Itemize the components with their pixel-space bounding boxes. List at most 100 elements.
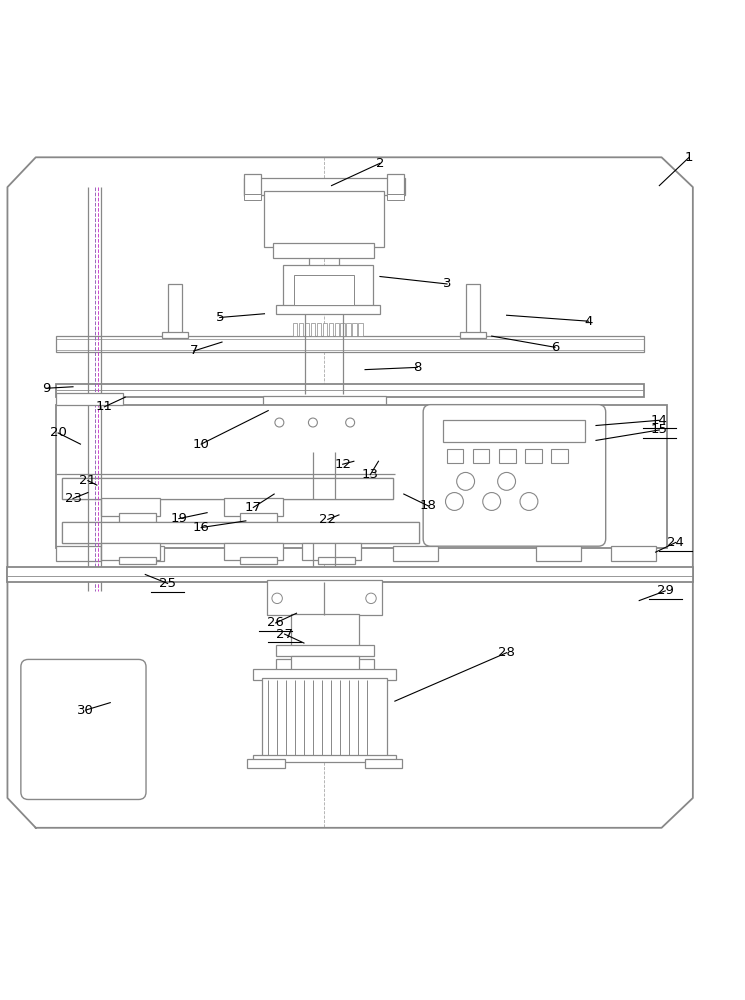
Bar [525,449,542,463]
Bar [224,498,283,516]
Bar [62,522,419,543]
Bar [162,384,188,390]
Text: 26: 26 [267,616,284,629]
Circle shape [520,493,538,510]
Circle shape [446,493,463,510]
Bar [276,645,374,656]
Text: 21: 21 [80,474,96,487]
Text: 20: 20 [50,426,66,439]
Bar [7,567,693,582]
Bar [267,580,382,615]
Text: 18: 18 [420,499,437,512]
Bar [162,332,188,338]
Bar [253,755,396,762]
Bar [293,323,297,336]
Bar [291,614,359,648]
Bar [352,323,357,336]
Bar [119,546,164,561]
Bar [380,453,401,459]
Bar [56,336,644,352]
Text: 8: 8 [413,361,422,374]
Text: 24: 24 [668,536,684,549]
Text: 6: 6 [551,341,559,354]
Bar [387,194,404,200]
Bar [302,543,361,560]
Bar [268,424,380,434]
Text: 28: 28 [498,646,515,659]
Bar [244,178,405,195]
Bar [247,759,285,768]
Bar [305,323,309,336]
Bar [331,453,334,459]
Bar [551,449,568,463]
Circle shape [275,418,284,427]
Bar [283,265,372,310]
Bar [326,453,329,459]
Text: 29: 29 [657,584,673,597]
Text: 19: 19 [171,512,187,525]
Text: 5: 5 [215,311,224,324]
Bar [276,659,374,671]
Bar [119,513,156,528]
Bar [62,478,393,499]
Bar [273,243,374,258]
Bar [466,284,480,336]
Bar [240,513,277,528]
Text: 2: 2 [375,157,384,170]
Text: 13: 13 [362,468,378,481]
Bar [349,453,352,459]
Circle shape [272,593,282,604]
Bar [264,191,384,247]
Bar [263,396,386,427]
Bar [317,453,320,459]
Text: 15: 15 [651,423,668,436]
Bar [101,543,160,560]
Circle shape [308,418,317,427]
Text: 3: 3 [443,277,451,290]
Text: 23: 23 [65,492,81,505]
Bar [62,478,393,499]
Bar [364,450,380,462]
Bar [276,305,380,314]
Circle shape [346,418,355,427]
Text: 17: 17 [245,501,261,514]
Bar [443,420,585,442]
Bar [304,453,307,459]
Circle shape [366,593,376,604]
Text: 1: 1 [685,151,694,164]
Bar [299,323,303,336]
Text: 9: 9 [42,382,51,395]
Bar [393,546,438,561]
Text: 25: 25 [159,577,176,590]
Text: 16: 16 [193,521,209,534]
Text: 27: 27 [276,628,293,641]
Bar [240,557,277,564]
Bar [119,557,156,564]
Bar [308,453,311,459]
Bar [536,546,581,561]
Bar [244,194,261,200]
Bar [168,284,182,336]
Circle shape [498,472,516,490]
Bar [337,436,349,457]
Text: 30: 30 [77,704,94,717]
Bar [473,449,489,463]
Bar [294,275,354,305]
Bar [253,669,396,680]
Bar [335,323,339,336]
Text: 4: 4 [584,315,593,328]
Bar [460,332,486,338]
Bar [299,453,302,459]
Bar [340,323,345,336]
Circle shape [457,472,475,490]
Bar [322,453,325,459]
Bar [499,449,516,463]
Bar [262,678,387,757]
Bar [387,174,404,196]
Bar [289,452,362,461]
Circle shape [483,493,501,510]
Bar [224,543,283,560]
Bar [447,449,463,463]
Bar [344,453,347,459]
Bar [311,323,315,336]
